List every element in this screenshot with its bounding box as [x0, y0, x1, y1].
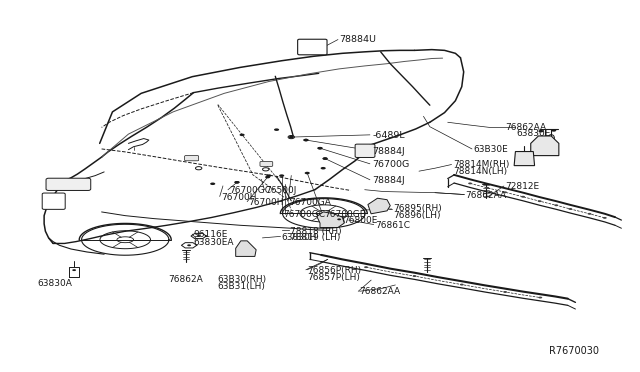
Ellipse shape — [588, 213, 591, 215]
Ellipse shape — [303, 139, 308, 141]
Ellipse shape — [196, 235, 200, 237]
Text: 76700H: 76700H — [248, 198, 284, 207]
Text: 76861C: 76861C — [375, 221, 410, 230]
Ellipse shape — [323, 157, 328, 160]
Ellipse shape — [603, 217, 607, 219]
Ellipse shape — [279, 174, 284, 177]
Ellipse shape — [321, 167, 326, 170]
Ellipse shape — [468, 182, 472, 185]
Text: 63B30(RH): 63B30(RH) — [218, 275, 267, 284]
Ellipse shape — [364, 266, 368, 268]
Text: 78884J: 78884J — [372, 176, 405, 185]
Text: 78819 (LH): 78819 (LH) — [290, 233, 340, 243]
Text: 76856P(RH): 76856P(RH) — [307, 266, 362, 275]
Text: 76862A: 76862A — [168, 275, 203, 284]
Text: 76862AA: 76862AA — [360, 288, 401, 296]
Text: 76500J: 76500J — [266, 186, 297, 195]
Text: 63B31(LH): 63B31(LH) — [218, 282, 266, 291]
Text: 78814N(LH): 78814N(LH) — [453, 167, 507, 176]
Text: 76800E: 76800E — [343, 216, 378, 225]
Text: 76700H: 76700H — [221, 193, 257, 202]
Text: 78884U: 78884U — [339, 35, 376, 44]
Text: 76862AA: 76862AA — [466, 191, 507, 200]
Text: 76700GC: 76700GC — [283, 211, 325, 219]
Ellipse shape — [234, 181, 239, 183]
Polygon shape — [531, 136, 559, 155]
Text: 78818 (RH): 78818 (RH) — [290, 227, 342, 236]
Text: 78814M(RH): 78814M(RH) — [453, 160, 509, 169]
Text: 76862AA: 76862AA — [505, 123, 547, 132]
Ellipse shape — [521, 196, 525, 198]
Ellipse shape — [317, 147, 323, 150]
FancyBboxPatch shape — [298, 39, 327, 55]
Ellipse shape — [234, 181, 239, 183]
Ellipse shape — [568, 208, 572, 210]
Ellipse shape — [317, 147, 323, 150]
Ellipse shape — [187, 244, 191, 246]
Ellipse shape — [538, 296, 542, 298]
Ellipse shape — [274, 128, 279, 131]
FancyBboxPatch shape — [355, 144, 375, 157]
FancyBboxPatch shape — [260, 161, 273, 166]
Text: -6489L: -6489L — [372, 131, 405, 140]
Ellipse shape — [554, 204, 558, 206]
Text: 78884J: 78884J — [372, 147, 405, 155]
Text: 76700GB: 76700GB — [324, 211, 365, 219]
Ellipse shape — [265, 176, 270, 179]
Ellipse shape — [413, 275, 417, 277]
Polygon shape — [514, 151, 534, 166]
Text: 63830A: 63830A — [38, 279, 72, 288]
Ellipse shape — [239, 134, 244, 136]
Ellipse shape — [337, 218, 341, 220]
Text: 76857P(LH): 76857P(LH) — [307, 273, 360, 282]
Ellipse shape — [72, 269, 76, 271]
Text: 76896(LH): 76896(LH) — [393, 211, 440, 220]
Text: 63830E: 63830E — [516, 129, 551, 138]
Polygon shape — [236, 241, 256, 256]
Ellipse shape — [460, 283, 464, 286]
Ellipse shape — [210, 183, 215, 185]
Text: 63B30E: 63B30E — [473, 145, 508, 154]
Ellipse shape — [289, 136, 294, 138]
Text: 76700G: 76700G — [372, 160, 410, 169]
FancyBboxPatch shape — [184, 155, 198, 161]
Ellipse shape — [303, 139, 308, 141]
Ellipse shape — [503, 291, 507, 293]
Text: 76895(RH): 76895(RH) — [393, 205, 442, 214]
Polygon shape — [368, 198, 390, 214]
FancyBboxPatch shape — [46, 178, 91, 190]
FancyBboxPatch shape — [42, 193, 65, 209]
Text: 76700GC: 76700GC — [229, 186, 271, 195]
Polygon shape — [317, 212, 344, 228]
Text: 76700GA: 76700GA — [289, 198, 332, 207]
Text: 72812E: 72812E — [505, 182, 540, 191]
Ellipse shape — [538, 130, 543, 132]
Text: 96116E: 96116E — [193, 230, 228, 240]
Ellipse shape — [305, 172, 310, 174]
Ellipse shape — [503, 191, 507, 193]
Ellipse shape — [485, 187, 489, 189]
Ellipse shape — [551, 129, 556, 132]
Ellipse shape — [323, 157, 328, 160]
Text: 63830EA: 63830EA — [193, 238, 234, 247]
Ellipse shape — [266, 174, 271, 177]
Text: R7670030: R7670030 — [548, 346, 598, 356]
Ellipse shape — [538, 200, 541, 202]
Text: 63830H: 63830H — [282, 232, 317, 242]
